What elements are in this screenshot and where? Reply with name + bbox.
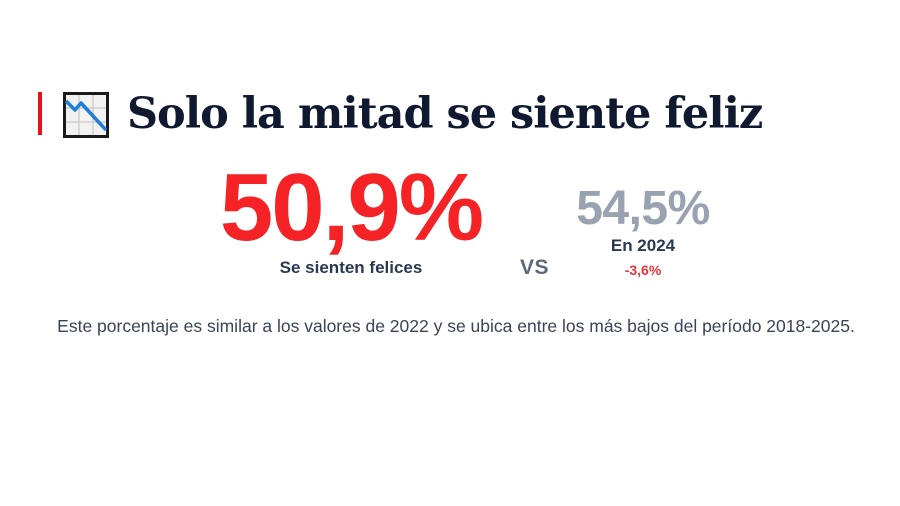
main-stat: 50,9% Se sienten felices (196, 154, 506, 278)
comparison-stat-year: En 2024 (610, 236, 676, 255)
main-stat-label: Se sienten felices (279, 258, 423, 277)
comparison-stat: 54,5% En 2024 -3,6% (560, 184, 726, 280)
comparison-stat-difference: -3,6% (624, 262, 662, 278)
comparison-stat-value: 54,5% (576, 182, 710, 235)
versus-label: VS (520, 256, 550, 279)
chart-decreasing-icon (63, 92, 109, 138)
title-accent-bar (38, 92, 42, 135)
main-stat-value: 50,9% (219, 154, 484, 261)
description-text: Este porcentaje es similar a los valores… (57, 316, 855, 336)
page-title: Solo la mitad se siente feliz (127, 89, 763, 139)
